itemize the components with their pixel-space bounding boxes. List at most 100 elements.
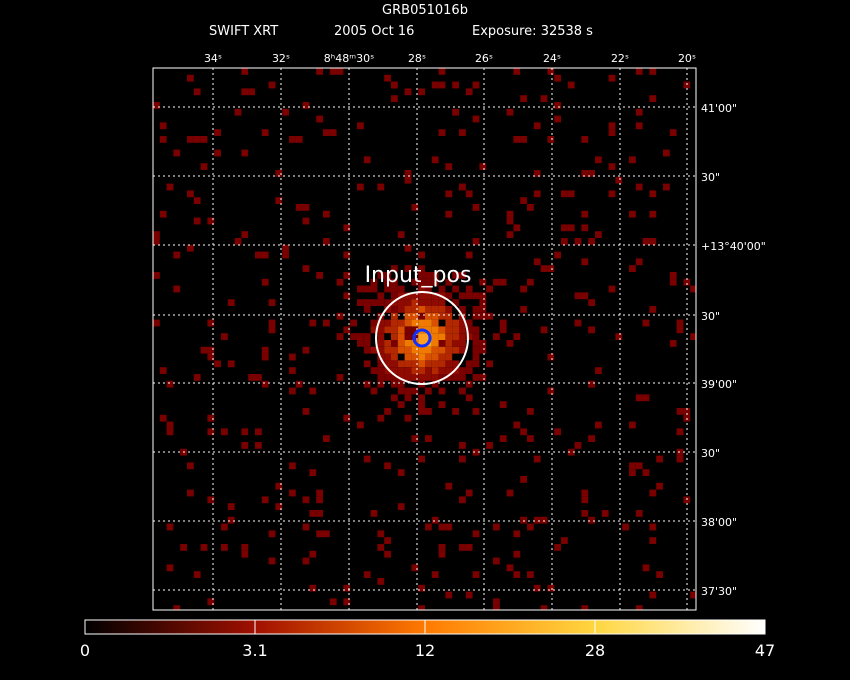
pixel (465, 190, 473, 198)
ra-label: 20ˢ (678, 52, 696, 65)
pixel (377, 346, 385, 354)
pixel (425, 367, 432, 374)
pixel (479, 346, 487, 354)
pixel (479, 312, 487, 320)
pixel (431, 319, 439, 327)
pixel (193, 217, 201, 225)
pixel (642, 394, 650, 402)
pixel (282, 244, 289, 252)
pixel (493, 605, 500, 610)
pixel (323, 530, 330, 538)
pixel (187, 136, 194, 143)
pixel (438, 306, 446, 313)
pixel (377, 340, 385, 347)
pixel (629, 265, 636, 272)
colorbar-label: 28 (585, 641, 605, 660)
pixel (159, 210, 167, 218)
pixel (173, 251, 181, 259)
pixel (384, 285, 391, 293)
pixel (295, 204, 303, 211)
pixel (404, 333, 412, 340)
pixel (506, 564, 514, 572)
pixel (425, 346, 432, 354)
pixel (431, 299, 439, 306)
pixel (452, 408, 459, 415)
pixel (438, 387, 446, 395)
pixel (404, 374, 412, 381)
pixel (214, 129, 221, 136)
pixel (377, 578, 385, 585)
pixel (302, 523, 310, 531)
pixel (676, 408, 684, 415)
pixel (309, 387, 317, 395)
pixel (445, 360, 453, 368)
pixel (459, 346, 466, 354)
pixel (214, 149, 221, 157)
pixel (418, 88, 425, 96)
pixel (459, 306, 466, 313)
pixel (397, 387, 405, 395)
pixel (193, 88, 201, 96)
pixel (479, 340, 487, 347)
pixel (418, 455, 425, 463)
pixel (418, 278, 425, 286)
dec-label: 30" (701, 171, 720, 184)
pixel (561, 224, 568, 232)
pixel (363, 285, 371, 293)
pixel (295, 136, 303, 143)
pixel (459, 292, 466, 300)
pixel (452, 319, 459, 327)
pixel (629, 421, 636, 429)
pixel (635, 394, 643, 402)
pixel (472, 326, 480, 334)
pixel (472, 340, 480, 347)
pixel (200, 136, 208, 143)
pixel (445, 333, 453, 340)
pixel (302, 204, 310, 211)
pixel (438, 340, 446, 347)
pixel (166, 523, 174, 531)
pixel (377, 183, 385, 191)
pixel (527, 571, 534, 578)
pixel (520, 136, 527, 143)
pixel (472, 571, 480, 578)
pixel (459, 374, 466, 381)
pixel (629, 210, 636, 218)
pixel (520, 476, 527, 483)
pixel (343, 598, 351, 606)
pixel (438, 333, 446, 340)
pixel (336, 333, 344, 340)
pixel (221, 544, 228, 551)
pixel (533, 122, 541, 130)
pixel (418, 360, 425, 368)
pixel (649, 591, 657, 599)
pixel (391, 333, 398, 340)
pixel (370, 319, 378, 327)
pixel (221, 428, 228, 436)
pixel (649, 489, 657, 497)
pixel (676, 428, 684, 436)
pixel (411, 292, 419, 300)
pixel (479, 299, 487, 306)
pixel (397, 299, 405, 306)
pixel (465, 489, 473, 497)
ra-label: 26ˢ (475, 52, 493, 65)
pixel (384, 74, 391, 82)
pixel (370, 387, 378, 395)
pixel (255, 428, 262, 436)
pixel (391, 278, 398, 286)
pixel (391, 81, 398, 89)
pixel (255, 251, 262, 259)
pixel (343, 326, 351, 334)
pixel (479, 306, 487, 313)
pixel (309, 469, 317, 476)
pixel (431, 278, 439, 286)
pixel (533, 455, 541, 463)
pixel (642, 238, 650, 245)
pixel (411, 435, 419, 442)
pixel (676, 455, 684, 463)
pixel (425, 408, 432, 415)
pixel (309, 319, 317, 327)
pixel (241, 442, 249, 449)
pixel (350, 319, 357, 327)
